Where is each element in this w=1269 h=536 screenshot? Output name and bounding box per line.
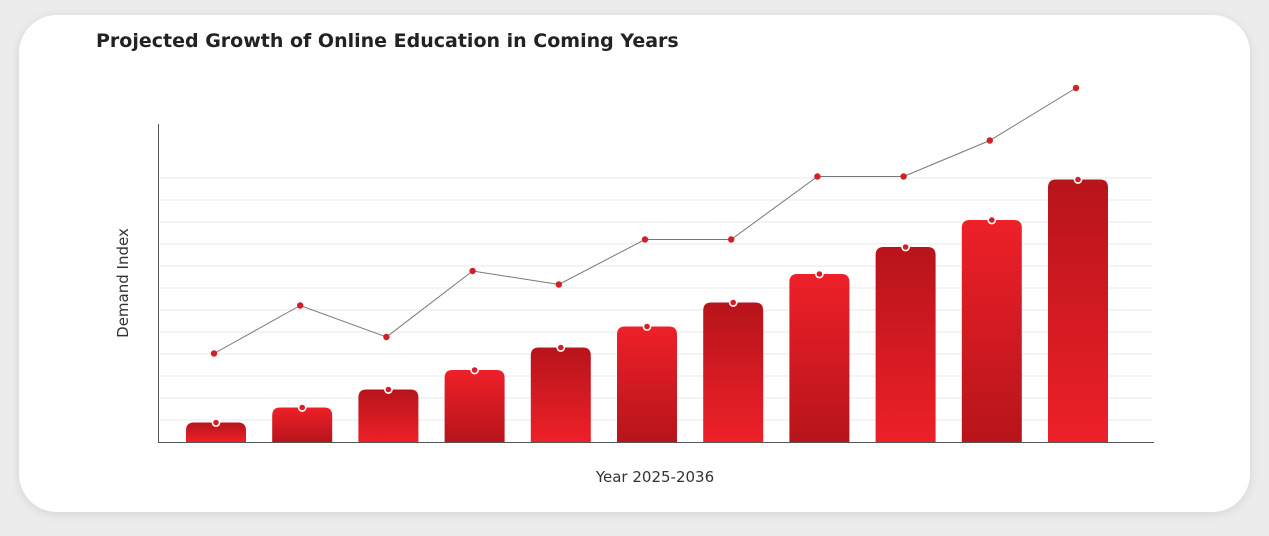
line-point (297, 302, 304, 309)
chart-title: Projected Growth of Online Education in … (96, 30, 679, 52)
bar (789, 274, 850, 442)
bar (186, 422, 246, 442)
x-axis-title: Year 2025-2036 (595, 468, 714, 486)
line-point (900, 173, 907, 180)
bar-marker (1073, 175, 1083, 184)
line-point (383, 333, 390, 341)
bar (272, 407, 333, 442)
bar (358, 389, 419, 442)
line-point (986, 137, 993, 144)
bar-marker (728, 298, 738, 307)
bar-marker (297, 403, 307, 412)
bar-marker (815, 269, 824, 279)
line-point (469, 267, 476, 275)
bar (875, 247, 936, 442)
bar-marker (556, 343, 566, 352)
bar (961, 220, 1022, 442)
bar-marker (642, 322, 652, 331)
line-point (728, 236, 735, 243)
trend-line (210, 84, 1080, 357)
bar-marker (383, 385, 393, 394)
y-axis-title: Demand Index (114, 228, 132, 338)
bar (444, 370, 505, 442)
line-point (555, 281, 562, 288)
bar-marker (211, 418, 221, 427)
bar (703, 302, 764, 442)
line-point (1072, 84, 1080, 92)
bar (530, 347, 591, 442)
trend-polyline (213, 87, 1077, 354)
bar-marker (470, 365, 479, 375)
bars (186, 175, 1108, 442)
bar-marker (987, 215, 997, 225)
line-point (210, 350, 218, 357)
line-point (641, 236, 649, 243)
bar (1048, 179, 1108, 442)
bar-marker (901, 242, 910, 252)
line-point (814, 173, 821, 180)
bar (617, 326, 677, 442)
